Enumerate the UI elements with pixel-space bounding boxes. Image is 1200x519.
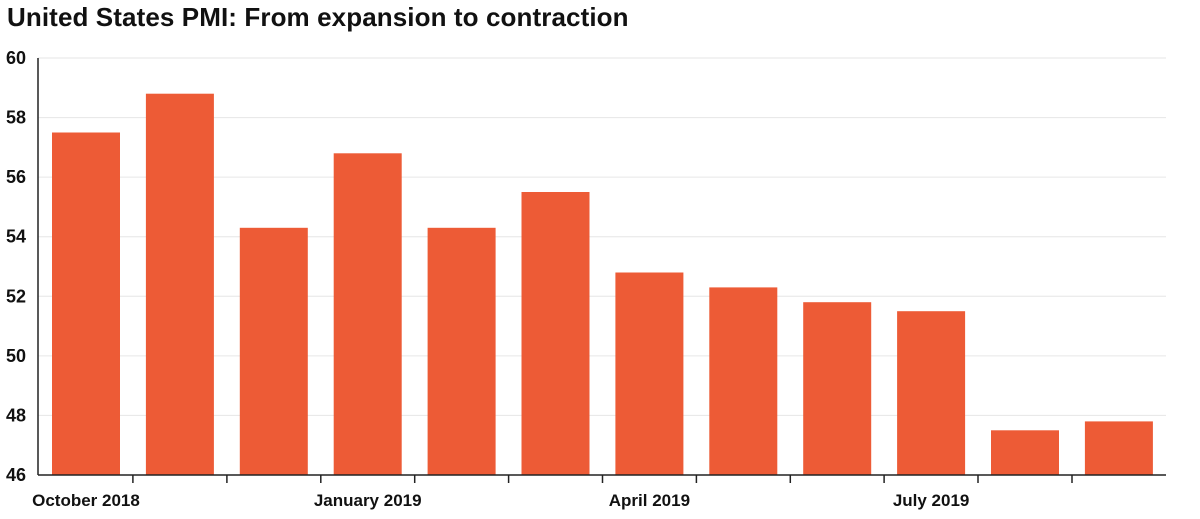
x-tick-label: October 2018 bbox=[32, 491, 140, 510]
bar-11 bbox=[991, 430, 1059, 475]
bar-2 bbox=[145, 93, 214, 475]
gridlines bbox=[38, 57, 1166, 416]
y-tick-label: 60 bbox=[6, 48, 26, 68]
bar-6 bbox=[521, 192, 590, 475]
bar-8 bbox=[709, 287, 778, 475]
bar-4 bbox=[333, 153, 402, 476]
bar-9 bbox=[803, 302, 872, 475]
bars bbox=[52, 93, 1153, 476]
x-tick-labels: October 2018 January 2019 April 2019 July 2… bbox=[32, 491, 969, 510]
x-tick-label: January 2019 bbox=[314, 491, 422, 510]
bar-12 bbox=[1084, 421, 1153, 475]
y-tick-label: 46 bbox=[6, 465, 26, 485]
x-tick-label: July 2019 bbox=[893, 491, 970, 510]
chart-title: United States PMI: From expansion to con… bbox=[7, 2, 629, 32]
bar-7 bbox=[615, 272, 684, 475]
y-tick-label: 54 bbox=[6, 227, 26, 247]
y-tick-label: 52 bbox=[6, 286, 26, 306]
y-tick-label: 58 bbox=[6, 108, 26, 128]
y-tick-label: 56 bbox=[6, 167, 26, 187]
bar-5 bbox=[427, 227, 496, 475]
bar-3 bbox=[239, 227, 308, 475]
y-tick-label: 48 bbox=[6, 405, 26, 425]
bar-10 bbox=[897, 311, 966, 475]
y-tick-labels: 46 48 50 52 54 56 58 60 bbox=[6, 48, 26, 485]
x-tick-label: April 2019 bbox=[609, 491, 690, 510]
axes bbox=[37, 58, 1166, 483]
bar-1 bbox=[52, 132, 120, 475]
y-tick-label: 50 bbox=[6, 346, 26, 366]
